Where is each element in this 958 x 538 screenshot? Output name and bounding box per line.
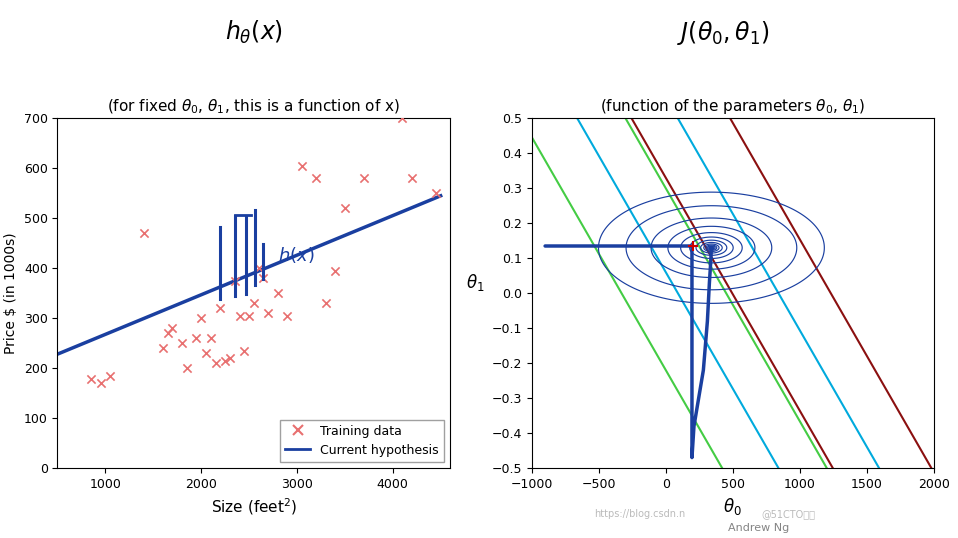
Point (203, 334, 218, 343)
Point (222, 354, 238, 363)
Point (328, 266, 343, 275)
Point (213, 304, 228, 313)
Point (318, 299, 333, 308)
Text: $J(\theta_0, \theta_1)$: $J(\theta_0, \theta_1)$ (677, 19, 769, 47)
Point (337, 204, 353, 213)
Title: (function of the parameters $\theta_0$, $\theta_1$): (function of the parameters $\theta_0$, … (601, 97, 865, 116)
Text: https://blog.csdn.n: https://blog.csdn.n (594, 509, 685, 519)
Point (208, 359, 223, 367)
Point (261, 309, 276, 317)
Point (256, 274, 271, 282)
Point (428, 189, 444, 197)
Point (93, 379, 108, 387)
Point (294, 161, 309, 170)
Point (179, 364, 194, 372)
Point (232, 312, 247, 320)
Text: $h(x)$: $h(x)$ (278, 245, 314, 265)
Point (395, 114, 410, 123)
X-axis label: $\theta_0$: $\theta_0$ (723, 497, 742, 518)
Point (83, 375, 99, 384)
Point (189, 334, 204, 343)
Point (136, 229, 151, 238)
Title: (for fixed $\theta_0$, $\theta_1$, this is a function of x): (for fixed $\theta_0$, $\theta_1$, this … (107, 98, 400, 116)
Point (227, 277, 242, 285)
Point (103, 371, 118, 380)
Text: $h_\theta(x)$: $h_\theta(x)$ (225, 19, 283, 46)
Point (308, 174, 324, 182)
Point (280, 312, 295, 320)
Text: Andrew Ng: Andrew Ng (728, 522, 789, 533)
Point (241, 312, 257, 320)
Point (217, 356, 233, 365)
Point (356, 174, 372, 182)
Point (270, 289, 285, 298)
Legend: Training data, Current hypothesis: Training data, Current hypothesis (281, 420, 444, 462)
Point (198, 349, 214, 357)
X-axis label: Size (feet$^2$): Size (feet$^2$) (211, 497, 297, 517)
Y-axis label: Price $ (in 1000s): Price $ (in 1000s) (4, 232, 18, 354)
Point (237, 346, 252, 355)
Y-axis label: $\theta_1$: $\theta_1$ (466, 272, 484, 293)
Point (155, 344, 171, 352)
Point (251, 264, 266, 273)
Point (404, 174, 420, 182)
Point (194, 314, 209, 322)
Point (160, 329, 175, 337)
Text: @51CTO博客: @51CTO博客 (762, 509, 815, 519)
Point (165, 324, 180, 332)
Point (246, 299, 262, 308)
Point (174, 339, 190, 348)
